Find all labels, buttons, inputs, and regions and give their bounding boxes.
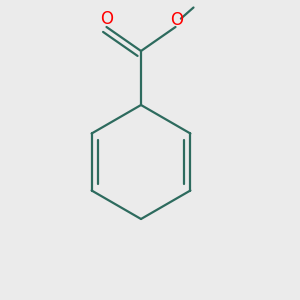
Text: O: O xyxy=(100,11,113,28)
Text: O: O xyxy=(170,11,184,29)
